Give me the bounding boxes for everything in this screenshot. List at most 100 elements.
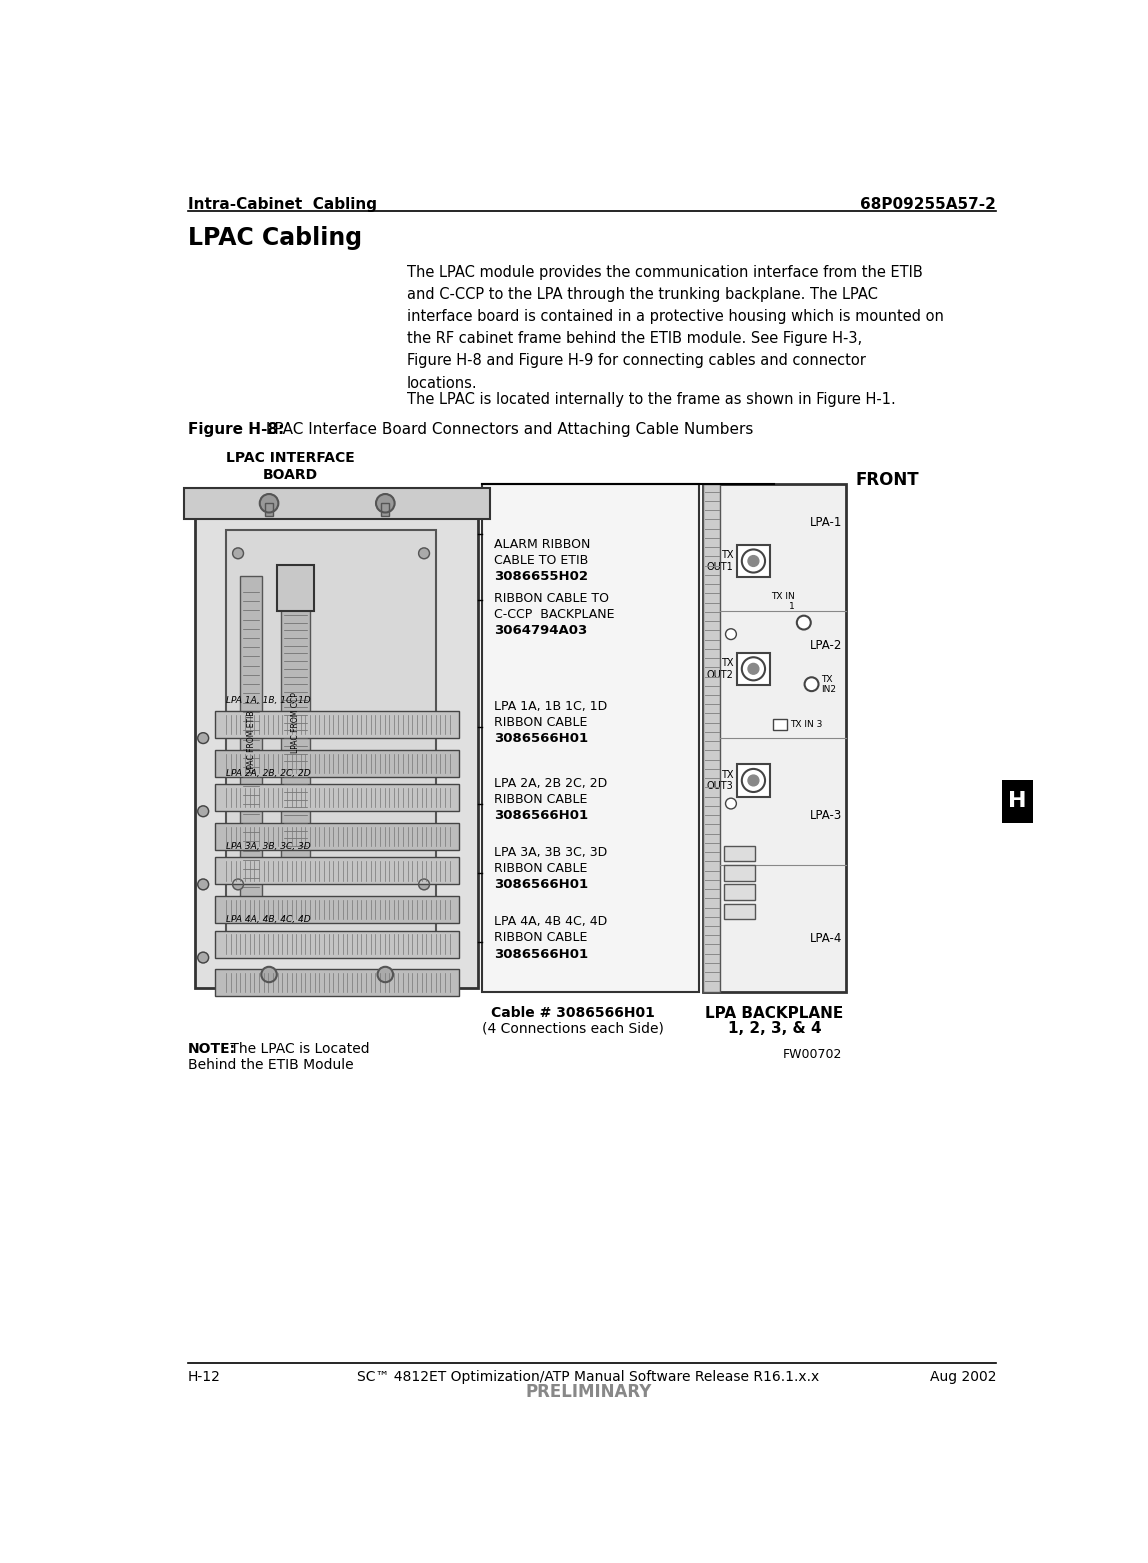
Text: RIBBON CABLE TO: RIBBON CABLE TO (494, 592, 608, 605)
Circle shape (233, 549, 243, 558)
Text: ALARM RIBBON: ALARM RIBBON (494, 538, 590, 550)
Bar (215, 750, 459, 777)
Circle shape (742, 769, 765, 792)
Circle shape (805, 677, 819, 691)
Bar (724, 903, 755, 919)
Bar (215, 896, 459, 922)
Text: FW00702: FW00702 (783, 1049, 843, 1061)
Text: TX IN 3: TX IN 3 (790, 719, 822, 728)
Text: LPAC Interface Board Connectors and Attaching Cable Numbers: LPAC Interface Board Connectors and Atta… (262, 422, 754, 438)
Text: (4 Connections each Side): (4 Connections each Side) (482, 1022, 664, 1035)
Bar (184, 488, 490, 519)
Text: LPAC Cabling: LPAC Cabling (187, 227, 362, 250)
Circle shape (377, 494, 395, 513)
Circle shape (197, 878, 209, 889)
Bar (226, 530, 436, 953)
Bar (724, 866, 755, 880)
Bar (1002, 780, 1033, 822)
Text: LPAC FROM ETIB: LPAC FROM ETIB (247, 711, 256, 774)
Circle shape (797, 616, 810, 630)
Text: SC™ 4812ET Optimization/ATP Manual Software Release R16.1.x.x: SC™ 4812ET Optimization/ATP Manual Softw… (357, 1369, 820, 1383)
Text: TX
OUT1: TX OUT1 (706, 550, 734, 572)
Circle shape (197, 733, 209, 744)
Text: LPA 4A, 4B, 4C, 4D: LPA 4A, 4B, 4C, 4D (226, 916, 311, 924)
Text: 3086655H02: 3086655H02 (494, 570, 588, 583)
Text: 3086566H01: 3086566H01 (494, 878, 588, 891)
Text: LPA-3: LPA-3 (810, 808, 843, 822)
Bar (482, 485, 699, 993)
Bar (737, 545, 769, 577)
Bar (215, 930, 459, 958)
Text: TX IN
1: TX IN 1 (770, 592, 794, 611)
Circle shape (259, 494, 278, 513)
Text: CABLE TO ETIB: CABLE TO ETIB (494, 553, 588, 567)
Circle shape (197, 807, 209, 816)
Circle shape (419, 878, 429, 889)
Circle shape (748, 555, 759, 566)
Text: RIBBON CABLE: RIBBON CABLE (494, 716, 587, 728)
Text: LPA 3A, 3B, 3C, 3D: LPA 3A, 3B, 3C, 3D (226, 842, 311, 852)
Bar (277, 564, 315, 611)
Circle shape (748, 775, 759, 786)
Circle shape (197, 952, 209, 963)
Bar (215, 969, 459, 996)
Bar (265, 503, 273, 516)
Circle shape (419, 549, 429, 558)
Text: LPA-2: LPA-2 (810, 639, 843, 652)
Bar (215, 858, 459, 885)
Bar (737, 653, 769, 685)
Bar (724, 846, 755, 861)
Text: The LPAC is Located: The LPAC is Located (226, 1043, 370, 1057)
Bar (195, 488, 479, 988)
Bar (773, 719, 786, 730)
Bar (215, 711, 459, 738)
Text: LPA 2A, 2B, 2C, 2D: LPA 2A, 2B, 2C, 2D (226, 769, 311, 778)
Bar (703, 485, 720, 993)
Text: 3064794A03: 3064794A03 (494, 624, 587, 638)
Text: TX
OUT3: TX OUT3 (706, 769, 734, 791)
Circle shape (233, 878, 243, 889)
Text: H-12: H-12 (187, 1369, 220, 1383)
Bar (703, 485, 846, 993)
Bar (265, 503, 273, 516)
Text: LPAC INTERFACE
BOARD: LPAC INTERFACE BOARD (226, 450, 355, 483)
Text: RIBBON CABLE: RIBBON CABLE (494, 863, 587, 875)
Circle shape (742, 550, 765, 572)
Text: Intra-Cabinet  Cabling: Intra-Cabinet Cabling (187, 197, 377, 213)
Text: PRELIMINARY: PRELIMINARY (525, 1383, 652, 1402)
Text: Cable # 3086566H01: Cable # 3086566H01 (491, 1007, 654, 1021)
Bar (381, 503, 389, 516)
Text: C-CCP  BACKPLANE: C-CCP BACKPLANE (494, 608, 614, 621)
Text: LPA 1A, 1B, 1C, 1D: LPA 1A, 1B, 1C, 1D (226, 696, 311, 705)
Circle shape (378, 967, 393, 982)
Text: TX
IN2: TX IN2 (821, 675, 836, 694)
Text: LPAC FROM CCP: LPAC FROM CCP (290, 692, 300, 753)
Text: LPA BACKPLANE: LPA BACKPLANE (705, 1007, 844, 1021)
Text: H: H (1008, 791, 1027, 811)
Text: LPA 3A, 3B 3C, 3D: LPA 3A, 3B 3C, 3D (494, 846, 607, 860)
Circle shape (726, 628, 736, 639)
Bar (240, 577, 262, 908)
Text: 68P09255A57-2: 68P09255A57-2 (860, 197, 996, 213)
Circle shape (726, 799, 736, 810)
Text: RIBBON CABLE: RIBBON CABLE (494, 932, 587, 944)
Text: LPA 2A, 2B 2C, 2D: LPA 2A, 2B 2C, 2D (494, 777, 607, 789)
Text: The LPAC module provides the communication interface from the ETIB
and C-CCP to : The LPAC module provides the communicati… (408, 264, 944, 391)
Text: Behind the ETIB Module: Behind the ETIB Module (187, 1058, 354, 1072)
Text: LPA-4: LPA-4 (810, 932, 843, 944)
Bar (381, 503, 389, 516)
Text: FRONT: FRONT (855, 470, 920, 489)
Text: LPA 1A, 1B 1C, 1D: LPA 1A, 1B 1C, 1D (494, 700, 607, 713)
Text: NOTE:: NOTE: (187, 1043, 235, 1057)
Text: Aug 2002: Aug 2002 (930, 1369, 996, 1383)
Bar (215, 785, 459, 811)
Text: LPA 4A, 4B 4C, 4D: LPA 4A, 4B 4C, 4D (494, 916, 607, 928)
Text: 3086566H01: 3086566H01 (494, 810, 588, 822)
Text: Figure H-8:: Figure H-8: (187, 422, 284, 438)
Bar (737, 764, 769, 797)
Circle shape (742, 658, 765, 680)
Bar (215, 822, 459, 850)
Circle shape (748, 663, 759, 674)
Text: 3086566H01: 3086566H01 (494, 731, 588, 746)
Text: TX
OUT2: TX OUT2 (706, 658, 734, 680)
